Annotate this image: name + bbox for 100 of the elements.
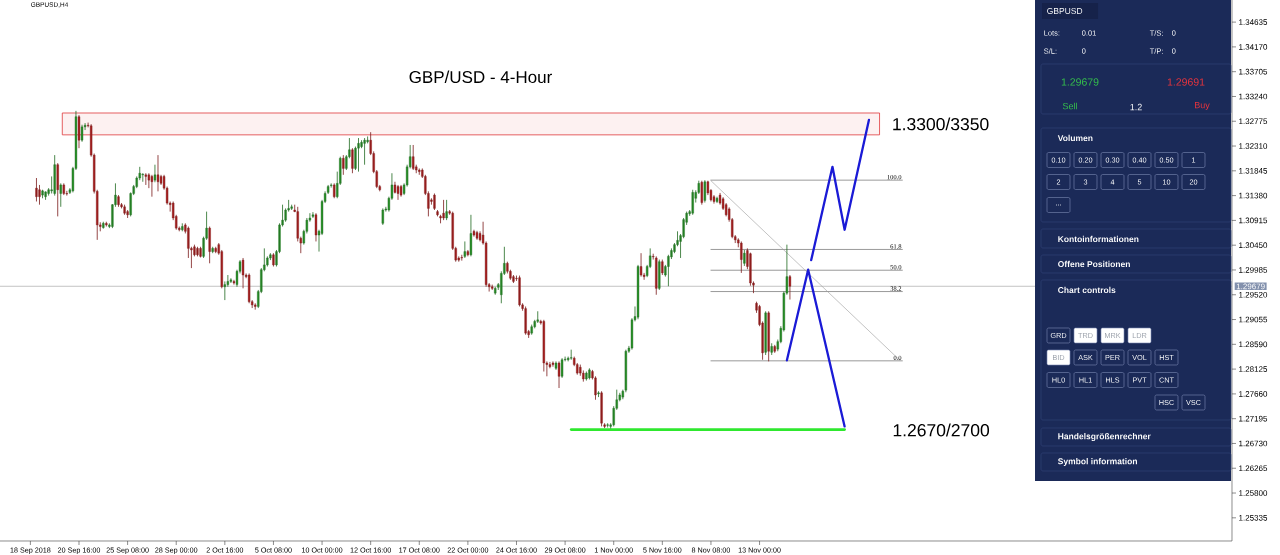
candlestick <box>536 310 539 324</box>
candlestick <box>254 302 257 311</box>
candlestick <box>585 371 588 381</box>
y-tick-label: 1.31845 <box>1239 168 1268 174</box>
y-tick-label: 1.25335 <box>1239 514 1268 521</box>
y-tick-label: 1.29985 <box>1239 267 1268 273</box>
candlestick <box>530 324 533 336</box>
y-tick-label: 1.28590 <box>1239 341 1268 348</box>
candlestick <box>743 249 746 267</box>
annotation: Sell <box>1062 102 1077 110</box>
band-label: 1.3300/3350 <box>893 117 989 131</box>
y-tick-label: 1.28125 <box>1239 366 1268 372</box>
candlestick <box>463 241 466 259</box>
candlestick <box>770 342 773 356</box>
candlestick <box>363 137 366 166</box>
candlestick <box>59 182 62 208</box>
y-tick-label: 1.31380 <box>1239 192 1268 199</box>
y-tick-label: 1.32775 <box>1239 118 1268 125</box>
candlestick <box>80 124 84 143</box>
candlestick <box>570 349 573 361</box>
candlestick <box>764 310 767 356</box>
candlestick <box>773 344 776 354</box>
candlestick <box>290 204 293 211</box>
candlestick <box>241 257 245 289</box>
annotation: Buy <box>1194 101 1210 111</box>
candlestick <box>418 168 421 176</box>
annotation: Handelsgrößenrechner <box>1058 433 1151 441</box>
annotation: Chart controls <box>1058 286 1116 294</box>
y-tick-label: 1.34635 <box>1239 19 1268 25</box>
candlestick <box>691 189 694 216</box>
text: GBP/USD - 4-Hour <box>409 70 552 84</box>
y-tick-label: 1.26730 <box>1239 440 1268 447</box>
candlestick <box>53 154 56 197</box>
candlestick <box>460 254 463 262</box>
candlestick <box>600 390 603 427</box>
candlestick <box>199 246 202 258</box>
annotation: Kontoinformationen <box>1058 235 1139 243</box>
candlestick <box>144 172 147 186</box>
candlestick <box>126 209 129 219</box>
annotation: 1.29691 <box>1167 78 1205 86</box>
candlestick <box>214 246 217 254</box>
candlestick <box>102 221 105 230</box>
annotation: GBPUSD <box>1047 7 1083 14</box>
y-tick-label: 1.25800 <box>1239 490 1268 496</box>
candlestick <box>658 259 661 291</box>
candlestick <box>542 319 545 372</box>
candlestick <box>229 277 233 284</box>
annotation: 1.2 <box>1130 103 1142 111</box>
candlestick <box>606 422 609 428</box>
y-tick-label: 1.29055 <box>1239 316 1268 323</box>
candlestick <box>333 182 336 199</box>
annotation: Volumen <box>1057 134 1093 142</box>
candlestick <box>740 241 743 274</box>
y-tick-label: 1.34170 <box>1239 44 1268 50</box>
candlestick <box>105 221 108 227</box>
candlestick <box>272 252 275 267</box>
candlestick <box>62 182 65 196</box>
candlestick <box>433 193 436 211</box>
candlestick <box>211 246 214 254</box>
annotation: 1.2670/2700 <box>893 423 990 437</box>
candlestick <box>117 194 120 208</box>
candlestick <box>35 177 38 202</box>
y-tick-label: 1.30915 <box>1239 217 1268 224</box>
candlestick <box>381 208 384 226</box>
y-tick-label: 1.30450 <box>1239 242 1268 249</box>
y-tick-label: 1.32310 <box>1239 143 1268 149</box>
candlestick <box>767 310 770 362</box>
candlestick <box>44 190 47 201</box>
candlestick <box>357 137 360 173</box>
candlestick <box>123 204 126 216</box>
y-tick-label: 1.26265 <box>1239 465 1268 472</box>
line-series <box>810 118 871 262</box>
candlestick <box>597 390 600 398</box>
candlestick <box>588 367 591 380</box>
candlestick <box>639 252 643 278</box>
candlestick <box>560 357 564 379</box>
candlestick <box>655 255 658 296</box>
annotation: Symbol information <box>1057 458 1137 466</box>
candlestick <box>412 144 415 171</box>
candlestick <box>436 209 439 217</box>
y-tick-label: 1.33705 <box>1239 68 1268 75</box>
candlestick <box>196 246 199 257</box>
candlestick <box>41 189 44 199</box>
candlestick <box>491 284 494 291</box>
annotation: 1.29679 <box>1061 78 1099 86</box>
ref-line-label: 1.29679 <box>1236 283 1265 290</box>
candlestick <box>494 286 497 296</box>
candlestick <box>512 274 515 284</box>
candlestick <box>788 274 792 300</box>
candlestick <box>445 199 448 221</box>
candlestick <box>181 222 184 232</box>
candlestick <box>442 199 445 221</box>
y-tick-label: 1.29520 <box>1239 291 1268 298</box>
y-tick-label: 1.33240 <box>1239 93 1268 100</box>
candlestick <box>524 306 527 336</box>
annotation: Offene Positionen <box>1058 260 1130 268</box>
candlestick <box>518 275 521 307</box>
y-tick-label: 1.27195 <box>1239 415 1268 422</box>
candlestick <box>208 226 211 264</box>
y-tick-label: 1.27660 <box>1239 391 1268 397</box>
